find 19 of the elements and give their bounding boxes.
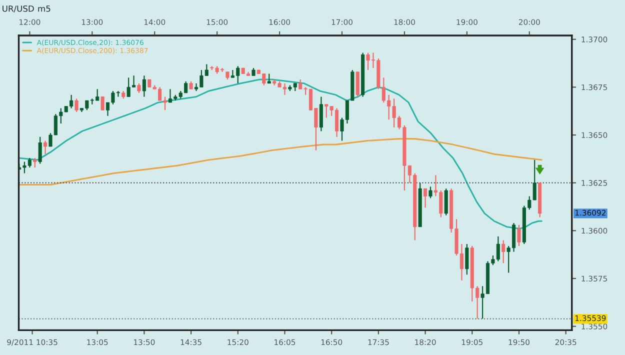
candlestick bbox=[33, 157, 37, 168]
candlestick bbox=[267, 73, 271, 84]
line-series bbox=[18, 138, 542, 186]
candlestick bbox=[502, 240, 506, 264]
candlestick bbox=[424, 188, 428, 208]
candlestick bbox=[74, 98, 78, 113]
candlestick bbox=[137, 82, 141, 94]
candlestick bbox=[100, 96, 104, 111]
candlestick bbox=[44, 140, 48, 155]
candlestick bbox=[444, 188, 448, 216]
text: m5 bbox=[38, 6, 50, 12]
candlestick bbox=[517, 224, 521, 247]
candlestick bbox=[38, 136, 42, 164]
candlestick bbox=[142, 75, 146, 98]
candlestick bbox=[319, 96, 323, 132]
candlestick bbox=[356, 71, 360, 98]
text: UR/USD bbox=[2, 5, 34, 12]
candlestick bbox=[465, 243, 469, 276]
candlestick bbox=[428, 186, 432, 199]
